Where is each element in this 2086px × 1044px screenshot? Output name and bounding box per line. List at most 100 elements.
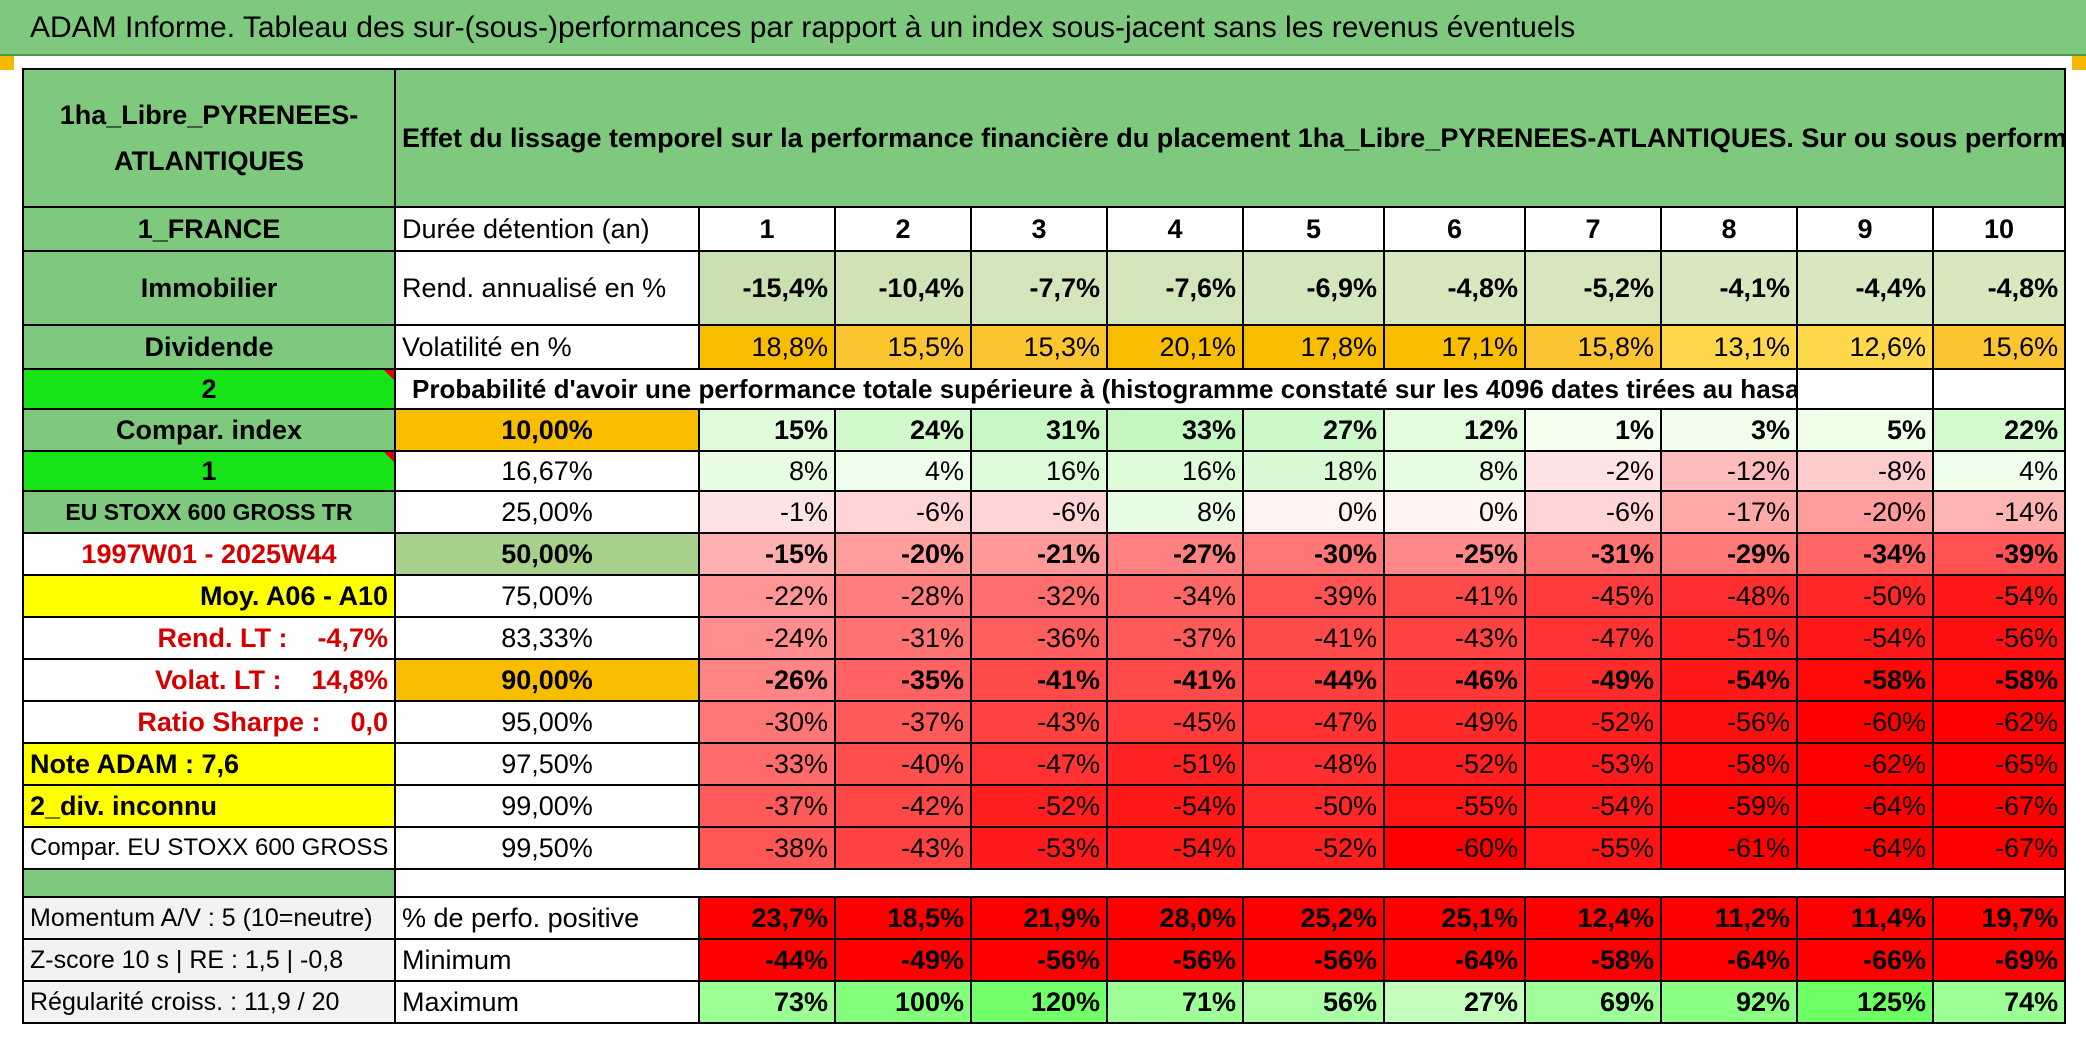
prob-value: -64% [1796, 784, 1934, 828]
prob-value: -62% [1931, 700, 2067, 744]
year-header: 1 [698, 206, 836, 252]
report-banner: ADAM Informe. Tableau des sur-(sous-)per… [0, 0, 2086, 56]
regularite-cell: Régularité croiss. : 11,9 / 20 [22, 980, 396, 1024]
prob-value: -43% [1383, 616, 1526, 660]
prob-value: -50% [1242, 784, 1385, 828]
prob-value: -31% [834, 616, 972, 660]
prob-value: -43% [834, 826, 972, 870]
prob-value: -49% [1383, 700, 1526, 744]
prob-value: -48% [1242, 742, 1385, 786]
prob-value: -25% [1383, 532, 1526, 576]
min-value: -69% [1931, 938, 2067, 982]
prob-value: -6% [970, 490, 1108, 534]
prob-value: -47% [1242, 700, 1385, 744]
prob-value: -50% [1796, 574, 1934, 618]
prob-threshold: 99,50% [394, 826, 700, 870]
prob-value: -64% [1796, 826, 1934, 870]
prob-value: -8% [1796, 450, 1934, 492]
prob-value: -39% [1931, 532, 2067, 576]
vol-label: Volatilité en % [394, 324, 700, 370]
max-value: 73% [698, 980, 836, 1024]
category-cell: Immobilier [22, 250, 396, 326]
prob-value: -54% [1524, 784, 1662, 828]
pos-value: 25,2% [1242, 896, 1385, 940]
prob-value: 16% [1106, 450, 1244, 492]
prob-value: -52% [970, 784, 1108, 828]
prob-value: 3% [1660, 408, 1798, 452]
corner-mark-right [2072, 56, 2086, 70]
pos-value: 23,7% [698, 896, 836, 940]
prob-value: -28% [834, 574, 972, 618]
prob-value: -45% [1524, 574, 1662, 618]
prob-value: -59% [1660, 784, 1798, 828]
vol-value: 15,5% [834, 324, 972, 370]
rend-value: -4,1% [1660, 250, 1798, 326]
index-name-cell: EU STOXX 600 GROSS TR [22, 490, 396, 534]
prob-value: -54% [1796, 616, 1934, 660]
max-value: 69% [1524, 980, 1662, 1024]
zscore-cell: Z-score 10 s | RE : 1,5 | -0,8 [22, 938, 396, 982]
prob-value: 8% [1106, 490, 1244, 534]
rend-value: -10,4% [834, 250, 972, 326]
min-value: -56% [970, 938, 1108, 982]
rend-value: -4,8% [1931, 250, 2067, 326]
prob-value: -22% [698, 574, 836, 618]
year-header: 4 [1106, 206, 1244, 252]
prob-threshold: 97,50% [394, 742, 700, 786]
period-cell: 1997W01 - 2025W44 [22, 532, 396, 576]
prob-value: -20% [834, 532, 972, 576]
prob-value: 31% [970, 408, 1108, 452]
prob-value: -51% [1106, 742, 1244, 786]
min-value: -49% [834, 938, 972, 982]
pos-value: 28,0% [1106, 896, 1244, 940]
selector-1-cell[interactable]: 2 [22, 368, 396, 410]
prob-value: -40% [834, 742, 972, 786]
pos-label: % de perfo. positive [394, 896, 700, 940]
prob-value: 8% [1383, 450, 1526, 492]
max-value: 74% [1931, 980, 2067, 1024]
prob-value: 1% [1524, 408, 1662, 452]
prob-value: -53% [970, 826, 1108, 870]
prob-value: -33% [698, 742, 836, 786]
rend-value: -4,4% [1796, 250, 1934, 326]
prob-value: -1% [698, 490, 836, 534]
prob-value: -12% [1660, 450, 1798, 492]
moy-cell: Moy. A06 - A10 [22, 574, 396, 618]
vol-value: 12,6% [1796, 324, 1934, 370]
prob-value: 24% [834, 408, 972, 452]
year-header: 10 [1931, 206, 2067, 252]
prob-value: -15% [698, 532, 836, 576]
prob-threshold: 75,00% [394, 574, 700, 618]
rend-lt-cell: Rend. LT : -4,7% [22, 616, 396, 660]
prob-value: -14% [1931, 490, 2067, 534]
rend-value: -7,6% [1106, 250, 1244, 326]
max-value: 92% [1660, 980, 1798, 1024]
pos-value: 18,5% [834, 896, 972, 940]
year-header: 8 [1660, 206, 1798, 252]
rend-value: -15,4% [698, 250, 836, 326]
vol-value: 17,8% [1242, 324, 1385, 370]
prob-value: -41% [1383, 574, 1526, 618]
vol-value: 18,8% [698, 324, 836, 370]
year-header: 2 [834, 206, 972, 252]
prob-value: -60% [1383, 826, 1526, 870]
pos-value: 12,4% [1524, 896, 1662, 940]
selector-2-cell[interactable]: 1 [22, 450, 396, 492]
prob-value: -52% [1524, 700, 1662, 744]
prob-threshold: 90,00% [394, 658, 700, 702]
year-header: 3 [970, 206, 1108, 252]
prob-value: -2% [1524, 450, 1662, 492]
prob-value: -44% [1242, 658, 1385, 702]
prob-value: -58% [1931, 658, 2067, 702]
max-value: 56% [1242, 980, 1385, 1024]
pos-value: 11,2% [1660, 896, 1798, 940]
prob-value: -52% [1242, 826, 1385, 870]
prob-value: -21% [970, 532, 1108, 576]
prob-value: -34% [1796, 532, 1934, 576]
min-value: -64% [1383, 938, 1526, 982]
prob-threshold: 50,00% [394, 532, 700, 576]
prob-value: -55% [1383, 784, 1526, 828]
year-header: 7 [1524, 206, 1662, 252]
description: Effet du lissage temporel sur la perform… [402, 123, 2066, 153]
prob-value: -65% [1931, 742, 2067, 786]
